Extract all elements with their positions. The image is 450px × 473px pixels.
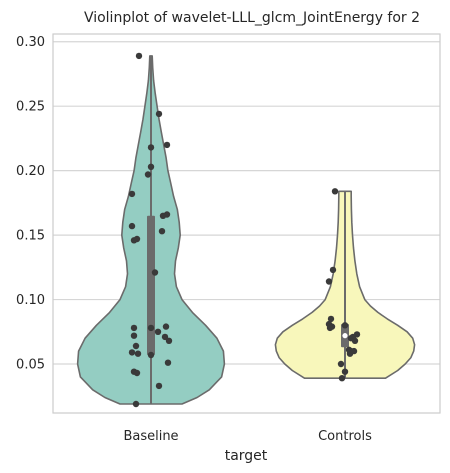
y-tick-label: 0.15 [16, 229, 45, 244]
data-point [130, 237, 138, 244]
data-point [155, 382, 163, 390]
data-point [158, 228, 166, 235]
data-point [338, 375, 346, 382]
data-point [161, 333, 169, 341]
data-point [147, 163, 155, 170]
data-point [128, 349, 136, 356]
y-tick-labels: 0.05 0.10 0.15 0.20 0.25 0.30 [16, 35, 45, 372]
y-tick-label: 0.30 [16, 35, 45, 50]
y-tick-label: 0.05 [16, 358, 45, 373]
strip-points [128, 52, 361, 408]
median-marker-controls [342, 333, 348, 339]
data-point [327, 315, 335, 323]
y-tick-label: 0.25 [16, 100, 45, 115]
data-point [147, 324, 155, 332]
data-point [154, 328, 162, 335]
data-point [130, 332, 138, 339]
data-point [331, 188, 339, 195]
data-point [132, 400, 140, 408]
data-point [162, 323, 170, 330]
y-tick-label: 0.10 [16, 293, 45, 308]
data-point [351, 337, 359, 344]
data-point [337, 360, 345, 368]
y-tick-label: 0.20 [16, 164, 45, 179]
data-point [155, 110, 163, 118]
data-point [346, 350, 354, 357]
data-point [130, 324, 138, 332]
data-point [144, 171, 152, 178]
data-point [329, 266, 337, 274]
data-point [164, 359, 172, 366]
plot-frame [52, 33, 441, 414]
chart-title: Violinplot of wavelet-LLL_glcm_JointEner… [84, 10, 420, 26]
data-point [147, 144, 155, 151]
data-point [151, 269, 159, 276]
data-point [341, 322, 349, 329]
data-point [341, 368, 349, 375]
x-tick-label-baseline: Baseline [123, 429, 178, 444]
iqr-box-baseline [147, 215, 155, 355]
x-tick-label-controls: Controls [318, 429, 372, 444]
data-point [128, 222, 136, 230]
data-point [135, 52, 143, 60]
data-point [163, 141, 171, 149]
data-point [134, 350, 142, 357]
data-point [128, 190, 136, 198]
data-point [147, 351, 155, 359]
x-tick-labels: Baseline Controls [123, 429, 372, 444]
data-point [132, 342, 140, 350]
data-point [325, 278, 333, 285]
data-point [326, 324, 334, 332]
x-axis-label: target [225, 448, 268, 464]
data-point [133, 369, 141, 377]
data-point [165, 337, 173, 344]
data-point [159, 212, 167, 219]
